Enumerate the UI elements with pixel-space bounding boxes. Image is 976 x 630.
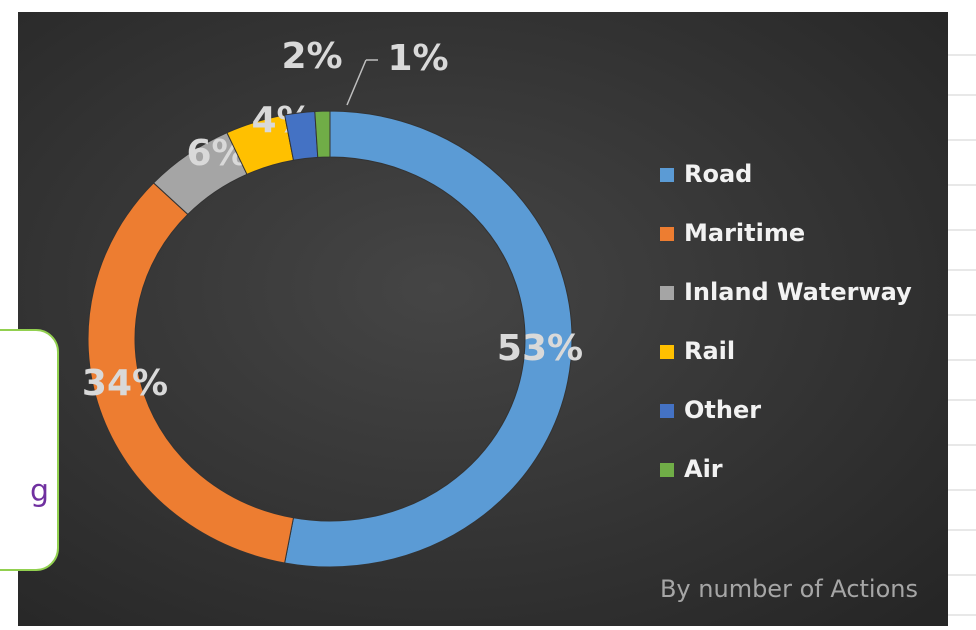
donut-segment [87, 182, 295, 564]
legend-label: Maritime [684, 219, 805, 247]
legend-swatch [660, 463, 674, 477]
subtitle: By number of Actions [660, 575, 918, 603]
sheet-lines [948, 54, 976, 616]
legend-label: Inland Waterway [684, 278, 912, 306]
chart-area [18, 12, 948, 626]
legend-swatch [660, 345, 674, 359]
callout-text: g [30, 474, 49, 509]
legend-label: Air [684, 455, 723, 483]
donut-segment [314, 110, 331, 158]
legend-swatch [660, 286, 674, 300]
callout-box [0, 329, 59, 571]
data-label: 34% [82, 363, 168, 404]
donut-segment [284, 110, 573, 568]
data-label: 53% [497, 328, 583, 369]
legend-label: Other [684, 396, 761, 424]
legend-swatch [660, 404, 674, 418]
data-label: 2% [281, 36, 342, 77]
legend-swatch [660, 227, 674, 241]
leader-line [346, 59, 367, 106]
legend-label: Road [684, 160, 752, 188]
legend-swatch [660, 168, 674, 182]
data-label: 1% [387, 38, 448, 79]
legend-label: Rail [684, 337, 735, 365]
